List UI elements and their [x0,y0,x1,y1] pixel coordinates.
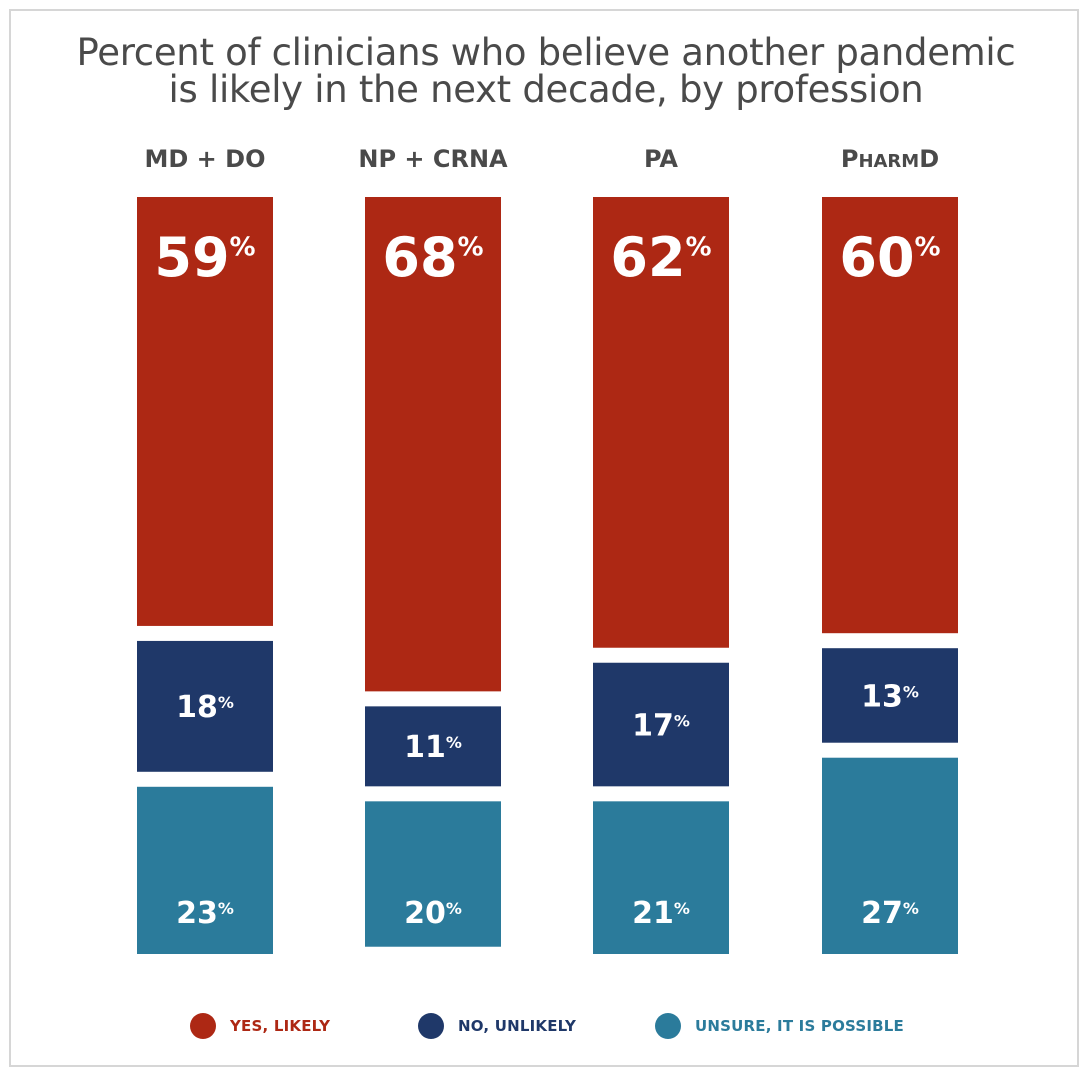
bar-segment [137,197,273,626]
category-label: PA [644,145,678,173]
bar-segment [365,801,501,947]
chart-legend: YES, LIKELY NO, UNLIKELY UNSURE, IT IS POS… [0,1010,1092,1042]
legend-label: YES, LIKELY [230,1017,331,1035]
category-label: NP + CRNA [358,145,508,173]
category-label: PHARMD [841,145,939,173]
chart-title: Percent of clinicians who believe anothe… [0,34,1092,108]
bar-segment [365,197,501,692]
legend-item: UNSURE, IT IS POSSIBLE [655,1010,904,1042]
legend-swatch [655,1013,681,1039]
bar-segment [822,757,958,954]
bar-segment [365,706,501,787]
bar-segment [822,648,958,743]
data-label: 68% [382,226,483,289]
bar-segment [137,640,273,772]
legend-swatch [418,1013,444,1039]
bar-segment [593,801,729,954]
bar-segment [822,197,958,634]
bar-segment [593,662,729,787]
legend-item: YES, LIKELY [190,1010,330,1042]
legend-label: UNSURE, IT IS POSSIBLE [695,1017,904,1035]
legend-item: NO, UNLIKELY [418,1010,576,1042]
chart-title-line-1: Percent of clinicians who believe anothe… [76,31,1016,74]
bar-segment [593,197,729,648]
category-label: MD + DO [145,145,266,173]
legend-swatch [190,1013,216,1039]
legend-label: NO, UNLIKELY [458,1017,577,1035]
bar-segment [137,786,273,954]
chart-title-line-2: is likely in the next decade, by profess… [168,68,924,111]
